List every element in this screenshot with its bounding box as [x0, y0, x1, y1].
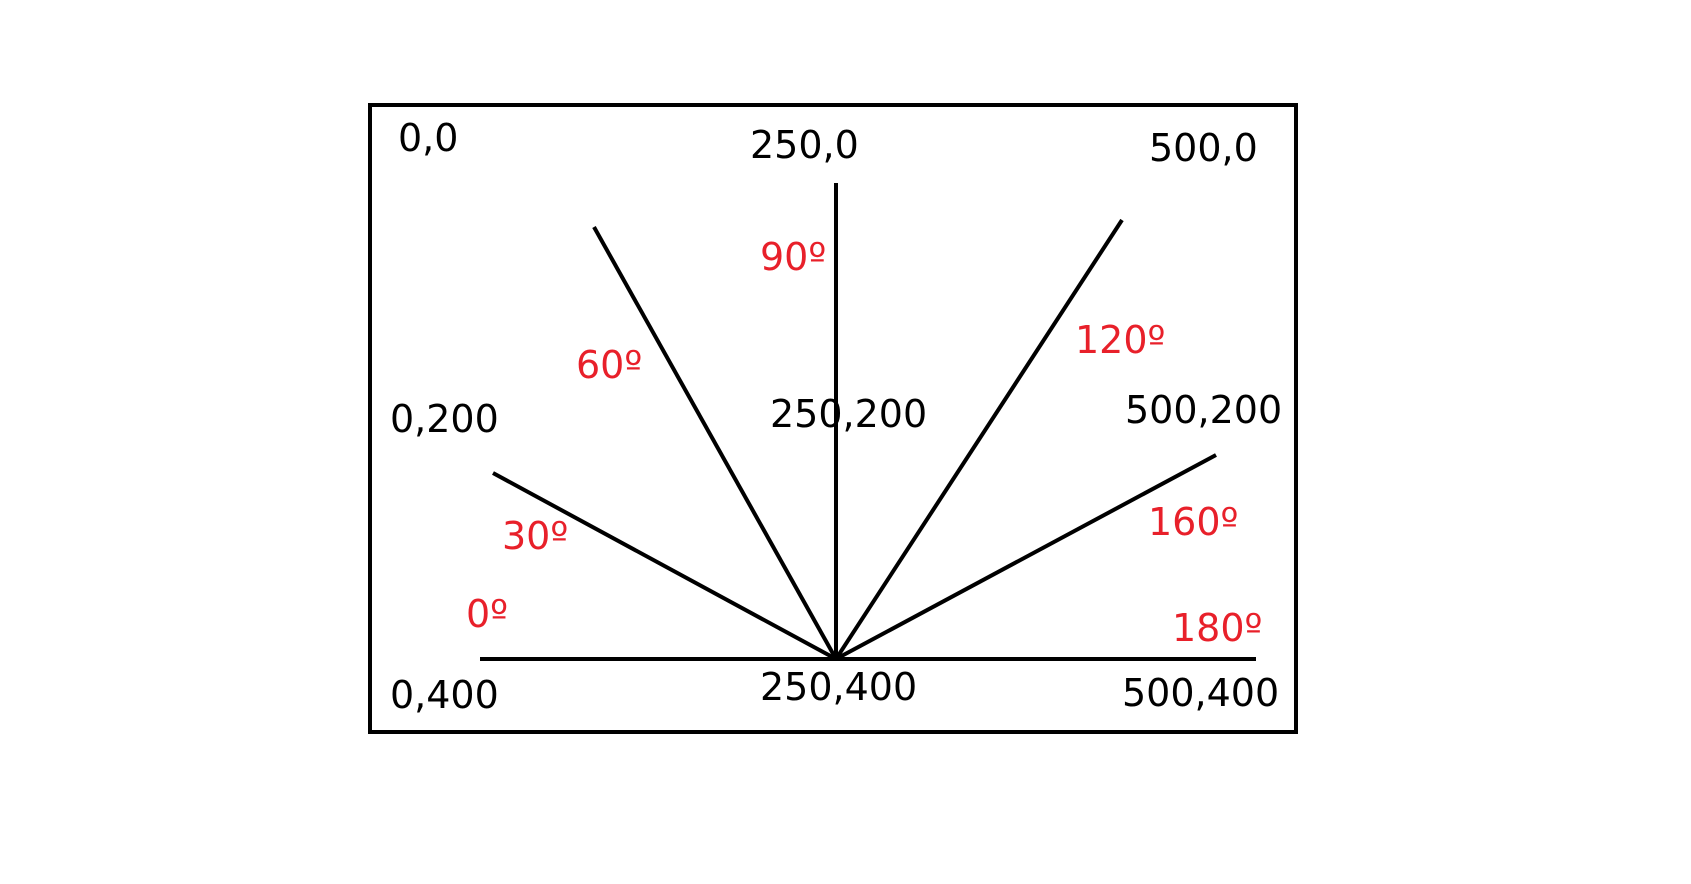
ray-60-deg: [592, 226, 838, 660]
ray-120-deg: [834, 218, 1124, 661]
angle-label-180: 180º: [1172, 606, 1262, 650]
coord-label-mid-right: 500,200: [1125, 388, 1282, 432]
ray-160-deg: [835, 453, 1217, 661]
angle-label-60: 60º: [576, 343, 642, 387]
coord-label-top-center: 250,0: [750, 123, 859, 167]
coord-label-bottom-left: 0,400: [390, 673, 499, 717]
angle-label-30: 30º: [502, 514, 568, 558]
coordinate-labels: 0,0 250,0 500,0 0,200 250,200 500,200 0,…: [390, 116, 1282, 717]
coord-label-top-left: 0,0: [398, 116, 458, 160]
angle-label-90: 90º: [760, 235, 826, 279]
coord-label-mid-left: 0,200: [390, 397, 499, 441]
angle-labels: 0º 30º 60º 90º 120º 160º 180º: [466, 235, 1262, 650]
coord-label-top-right: 500,0: [1149, 126, 1258, 170]
coord-label-bottom-center: 250,400: [760, 665, 917, 709]
coord-label-center: 250,200: [770, 392, 927, 436]
diagram-frame: [368, 103, 1298, 734]
angle-label-120: 120º: [1075, 318, 1165, 362]
rays: [480, 183, 1256, 661]
angle-label-0: 0º: [466, 592, 508, 636]
angle-label-160: 160º: [1148, 500, 1238, 544]
ray-30-deg: [492, 471, 837, 661]
coord-label-bottom-right: 500,400: [1122, 671, 1279, 715]
